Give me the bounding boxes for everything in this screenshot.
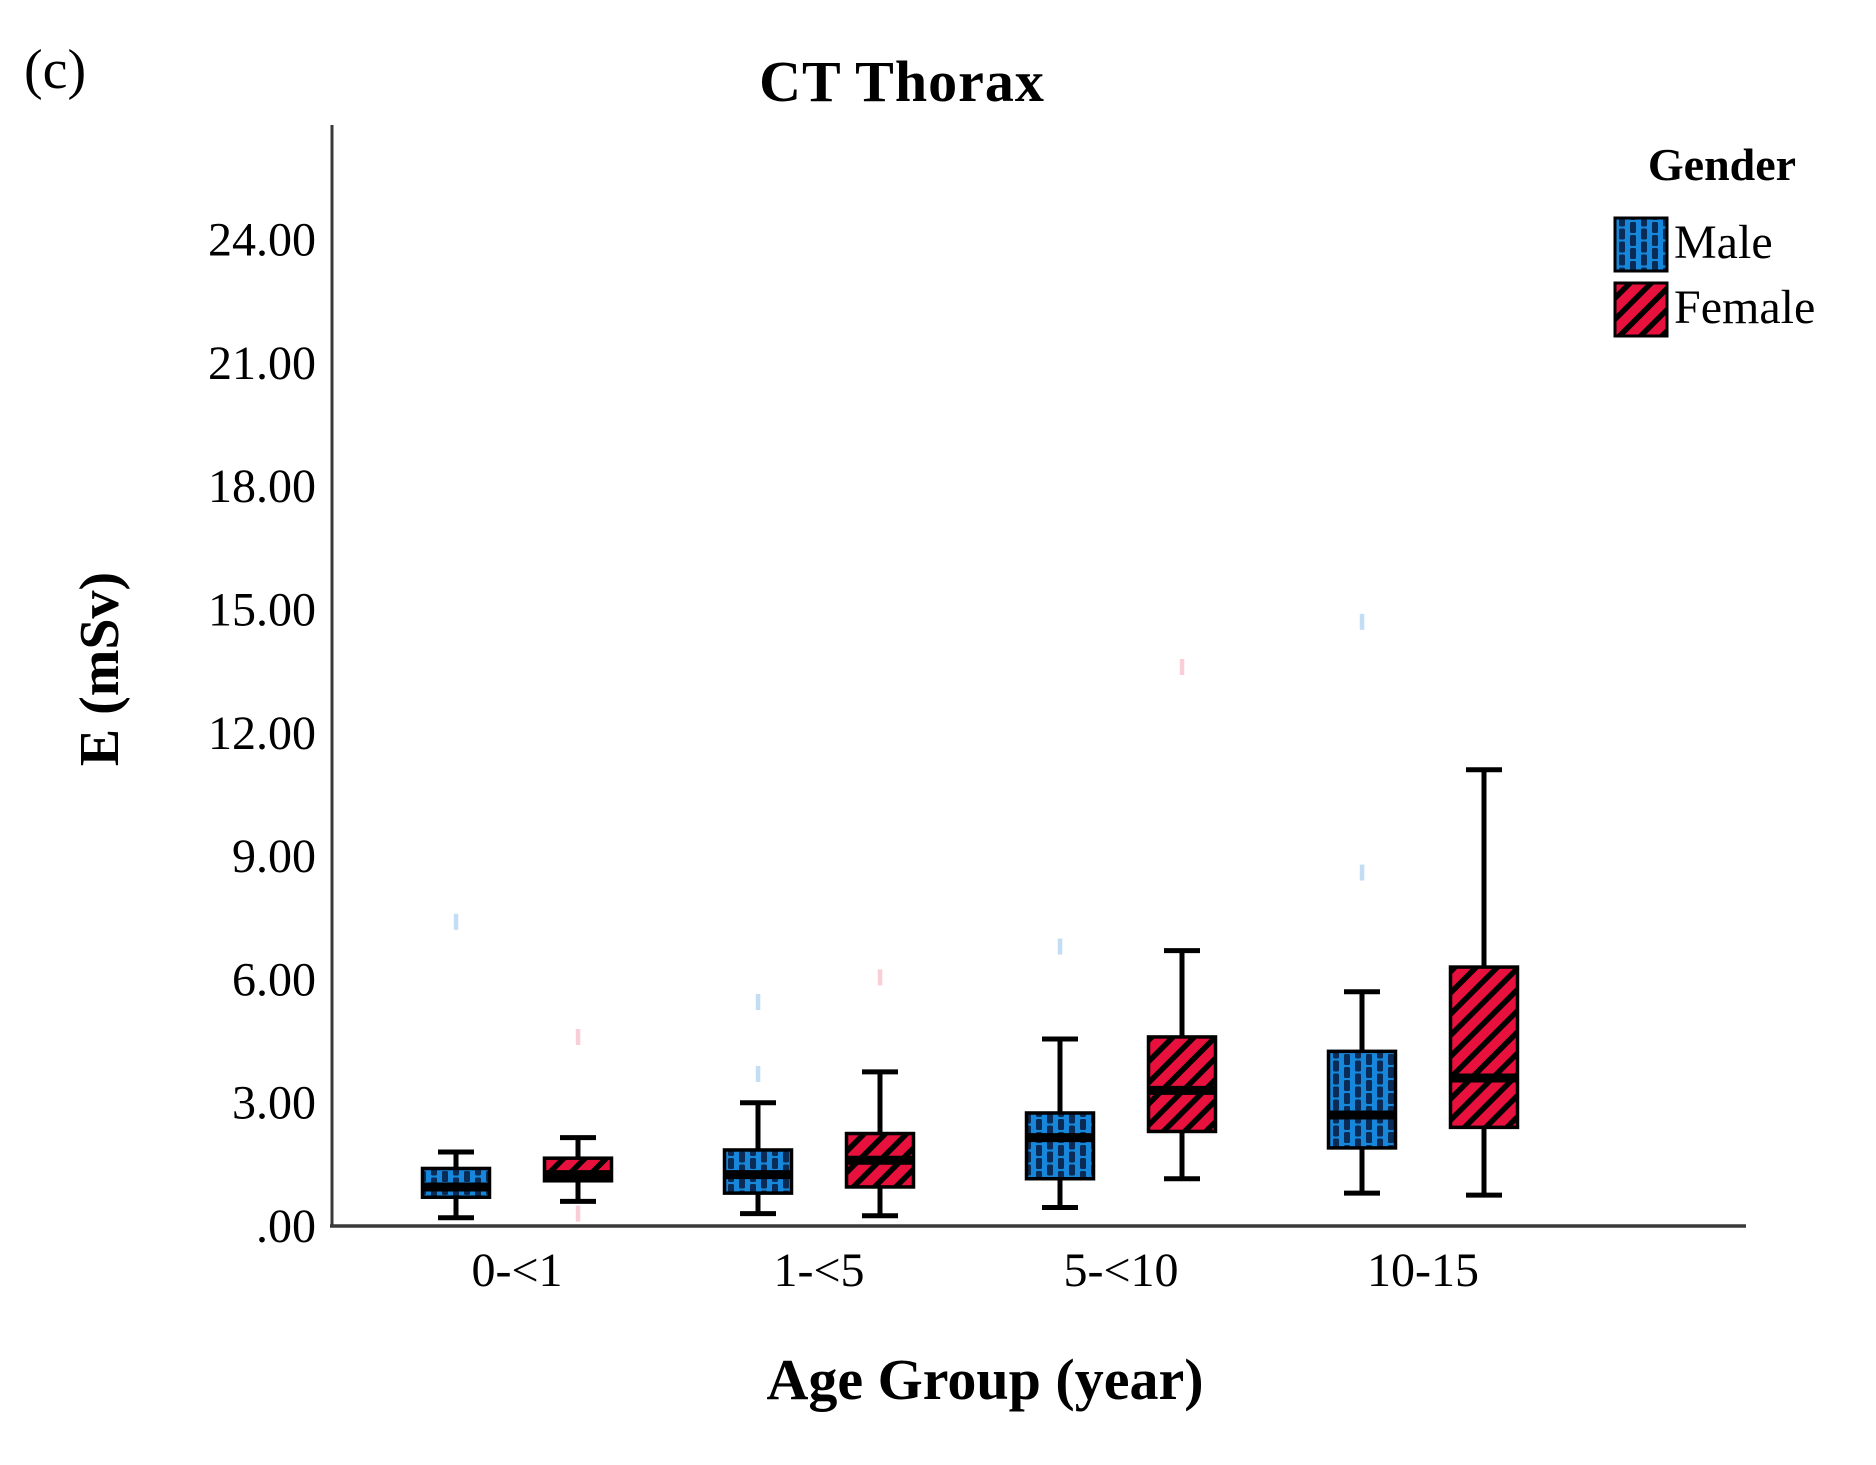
faint-outlier-female-5-<10 — [1179, 659, 1185, 676]
y-tick-label: 6.00 — [232, 953, 316, 1006]
box-male-1-<5 — [722, 1100, 794, 1217]
faint-outlier-female-0-<1 — [575, 1028, 581, 1045]
faint-outlier-male-0-<1 — [453, 913, 459, 930]
faint-outlier-male-1-<5 — [755, 994, 761, 1011]
faint-outlier-male-10-15 — [1359, 613, 1365, 630]
faint-outlier-male-10-15 — [1359, 864, 1365, 881]
box-female-1-<5 — [844, 1069, 916, 1219]
legend-label-female: Female — [1674, 281, 1816, 334]
x-tick-label: 1-<5 — [773, 1244, 864, 1297]
y-tick-label: .00 — [256, 1200, 316, 1253]
legend-label-male: Male — [1674, 216, 1773, 269]
faint-outlier-female-1-<5 — [877, 969, 883, 986]
box-female-5-<10 — [1146, 948, 1218, 1182]
y-tick-label: 15.00 — [208, 584, 316, 637]
legend-swatch-male — [1613, 216, 1669, 273]
y-tick-label: 9.00 — [232, 830, 316, 883]
box-male-10-15 — [1326, 989, 1398, 1196]
faint-outlier-male-1-<5 — [755, 1065, 761, 1082]
faint-outlier-male-5-<10 — [1057, 938, 1063, 955]
panel-label: (c) — [24, 39, 87, 101]
y-tick-label: 24.00 — [208, 214, 316, 267]
box-male-5-<10 — [1024, 1036, 1096, 1211]
x-tick-label: 5-<10 — [1063, 1244, 1178, 1297]
chart-title: CT Thorax — [759, 49, 1045, 114]
box-female-10-15 — [1448, 767, 1520, 1198]
x-tick-label: 0-<1 — [471, 1244, 562, 1297]
y-tick-label: 18.00 — [208, 460, 316, 513]
legend-swatch-female — [1613, 281, 1669, 338]
faint-outlier-female-0-<1 — [575, 1205, 581, 1222]
box-female-0-<1 — [542, 1135, 614, 1204]
box-male-0-<1 — [420, 1149, 492, 1221]
legend-title: Gender — [1647, 139, 1797, 190]
x-tick-label: 10-15 — [1367, 1244, 1479, 1297]
x-axis-title: Age Group (year) — [766, 1347, 1204, 1412]
y-tick-label: 21.00 — [208, 337, 316, 390]
y-tick-label: 12.00 — [208, 707, 316, 760]
y-tick-label: 3.00 — [232, 1077, 316, 1130]
